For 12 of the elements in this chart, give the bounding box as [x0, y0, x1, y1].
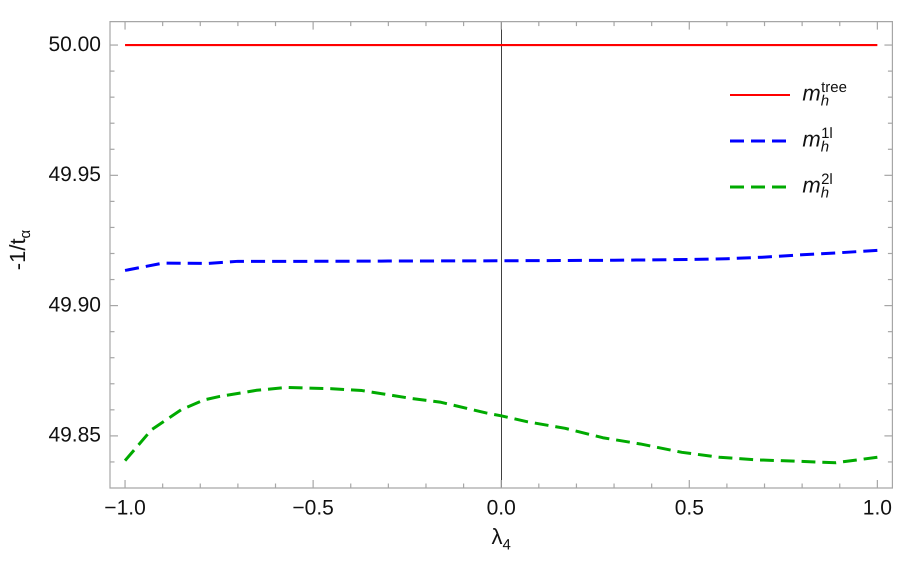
x-tick-label: 0.0 [486, 496, 516, 520]
line-series [124, 386, 879, 464]
x-tick-label: −0.5 [292, 496, 334, 520]
y-tick-label: 49.85 [48, 424, 101, 447]
x-tick-label: 0.5 [674, 496, 704, 520]
y-tick-label: 49.90 [48, 293, 101, 316]
y-tick-label: 50.00 [48, 32, 101, 56]
x-tick-label: 1.0 [862, 496, 892, 520]
x-tick-label: −1.0 [104, 496, 146, 520]
line-series [124, 248, 879, 272]
y-tick-label: 49.95 [48, 163, 101, 186]
x-axis-title: λ$_{4}$ [492, 524, 511, 556]
